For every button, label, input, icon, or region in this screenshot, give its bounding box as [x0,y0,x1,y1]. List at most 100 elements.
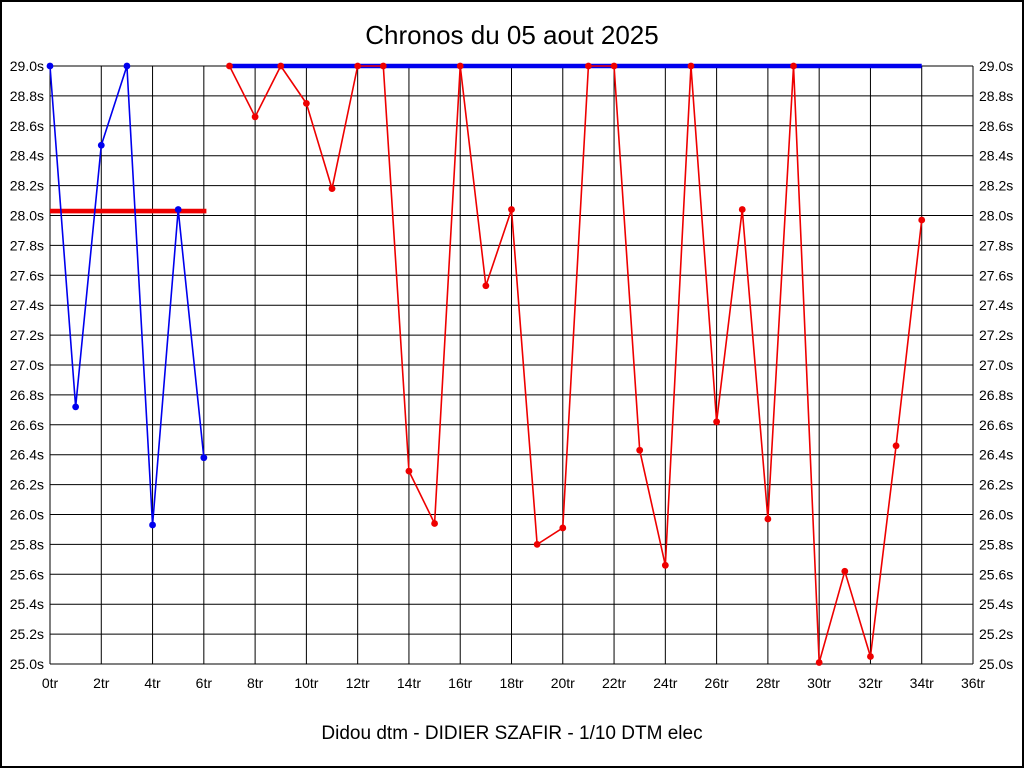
y-tick-label-left: 28.4s [10,148,44,164]
y-tick-label-left: 26.6s [10,417,44,433]
x-tick-label: 10tr [294,675,318,691]
blue-laps-point-marker [46,62,54,70]
y-tick-label-right: 28.0s [979,208,1013,224]
red-laps-point-marker [533,541,541,548]
y-tick-label-right: 28.4s [979,148,1013,164]
x-tick-label: 6tr [196,675,213,691]
red-laps-point-marker [277,62,285,70]
red-laps-point-marker [559,524,567,532]
y-tick-label-left: 25.6s [10,566,44,582]
red-laps-point-marker [918,216,926,224]
y-tick-label-left: 27.6s [10,267,44,283]
x-tick-label: 18tr [499,675,523,691]
y-tick-label-left: 29.0s [10,58,44,74]
x-tick-label: 16tr [448,675,472,691]
y-tick-label-right: 27.2s [979,327,1013,343]
x-tick-label: 30tr [807,675,831,691]
x-tick-label: 2tr [93,675,110,691]
blue-laps-point-marker [200,454,208,462]
chart-subtitle: Didou dtm - DIDIER SZAFIR - 1/10 DTM ele… [321,723,702,744]
y-tick-label-right: 26.8s [979,387,1013,403]
y-tick-label-left: 25.0s [10,656,44,672]
y-tick-label-left: 27.4s [10,297,44,313]
y-tick-label-right: 27.0s [979,357,1013,373]
red-laps-point-marker [867,653,874,660]
y-tick-label-left: 26.4s [10,447,44,463]
marker-layer [46,62,926,666]
x-tick-label: 28tr [756,675,780,691]
blue-laps-point-marker [149,521,156,529]
red-laps-point-marker [251,113,259,121]
x-tick-label: 34tr [910,675,934,691]
y-tick-label-right: 28.8s [979,88,1013,104]
y-tick-label-right: 27.4s [979,297,1013,313]
y-tick-label-right: 25.0s [979,656,1013,672]
x-tick-label: 24tr [653,675,677,691]
red-laps-point-marker [610,62,618,70]
red-laps-point-marker [661,561,669,569]
red-laps-point-marker [636,446,644,454]
y-tick-label-right: 25.4s [979,596,1013,612]
blue-laps-line [49,65,205,526]
red-laps-point-marker [328,185,336,192]
red-laps-point-marker [405,467,413,475]
y-tick-label-right: 28.2s [979,178,1013,194]
x-tick-label: 4tr [144,675,161,691]
red-laps-point-marker [508,206,515,213]
x-tick-label: 20tr [551,675,575,691]
y-tick-label-right: 28.6s [979,118,1013,134]
y-tick-label-left: 27.8s [10,237,44,253]
y-tick-label-right: 26.0s [979,507,1013,523]
y-tick-label-left: 26.8s [10,387,44,403]
y-tick-label-right: 25.8s [979,536,1013,552]
y-tick-label-right: 26.2s [979,477,1013,493]
red-laps-point-marker [379,62,387,70]
y-tick-label-right: 26.4s [979,447,1013,463]
y-tick-label-right: 27.6s [979,267,1013,283]
y-tick-label-left: 25.4s [10,596,44,612]
chart-title: Chronos du 05 aout 2025 [365,20,658,50]
y-tick-label-left: 28.8s [10,88,44,104]
red-laps-point-marker [841,567,849,575]
reference-lines-layer [50,63,922,214]
x-tick-label: 8tr [247,675,264,691]
blue-laps-point-marker [72,403,80,411]
y-tick-label-left: 28.6s [10,118,44,134]
red-laps-point-marker [713,418,721,426]
x-tick-label: 36tr [961,675,985,691]
y-tick-label-left: 28.2s [10,178,44,194]
y-tick-label-right: 25.2s [979,626,1013,642]
x-tick-label: 14tr [397,675,421,691]
y-tick-label-left: 28.0s [10,208,44,224]
x-tick-label: 0tr [42,675,59,691]
axis-labels-layer: 25.0s 25.0s 25.2s 25.2s 25.4s 25.4s 25.6s 25.6s… [10,58,1014,691]
y-tick-label-left: 25.8s [10,536,44,552]
red-laps-point-marker [790,62,797,70]
y-tick-label-left: 25.2s [10,626,44,642]
red-laps-point-marker [456,62,464,70]
y-tick-label-right: 26.6s [979,417,1013,433]
red-laps-point-marker [302,99,310,107]
y-tick-label-left: 26.2s [10,477,44,493]
red-laps-point-marker [815,659,823,666]
y-tick-label-right: 29.0s [979,58,1013,74]
red-laps-point-marker [764,515,772,523]
red-laps-point-marker [431,520,438,527]
y-tick-label-left: 27.0s [10,357,44,373]
red-laps-line [228,64,923,663]
red-laps-point-marker [892,442,900,450]
red-laps-point-marker [687,62,695,70]
x-tick-label: 26tr [705,675,729,691]
blue-laps-point-marker [97,141,105,149]
red-laps-point-marker [226,62,233,70]
red-laps-point-marker [354,62,362,70]
y-tick-label-right: 27.8s [979,237,1013,253]
red-laps-point-marker [738,206,746,213]
y-tick-label-left: 27.2s [10,327,44,343]
x-tick-label: 22tr [602,675,626,691]
red-laps-point-marker [482,282,490,290]
blue-laps-point-marker [123,62,131,70]
y-tick-label-left: 26.0s [10,507,44,523]
red-laps-point-marker [585,62,592,70]
